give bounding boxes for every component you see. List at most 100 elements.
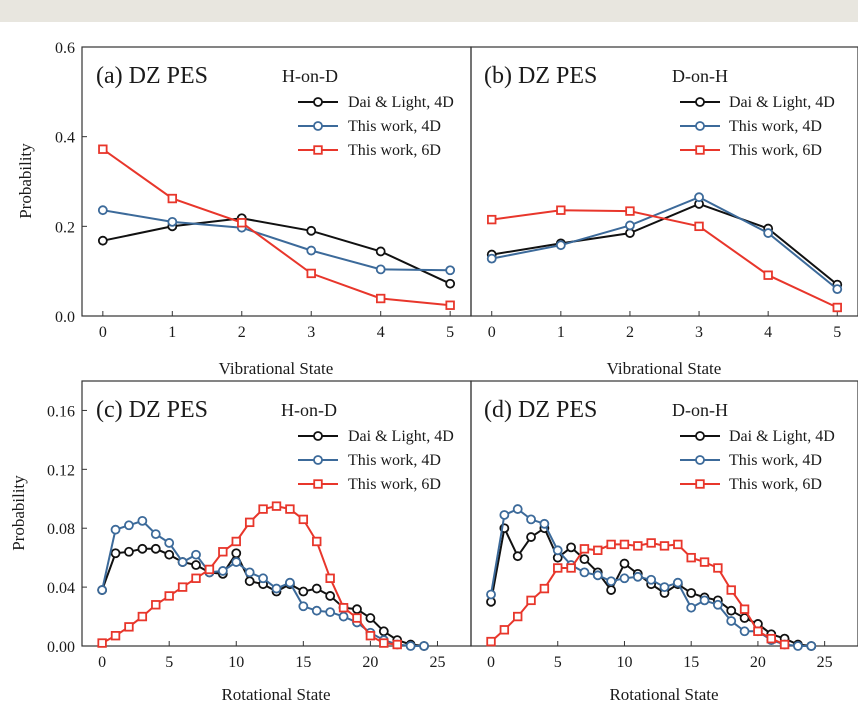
panel-a-series-0-line: [102, 217, 451, 285]
panel-c-series-2-point: [177, 582, 188, 592]
panel-c-series-1-point: [110, 524, 121, 535]
panel-d-legend-marker: [695, 479, 705, 489]
panel-d-series-1-point: [512, 504, 523, 514]
panel-b-legend-marker: [695, 145, 705, 155]
panel-c-series-2-point: [137, 611, 148, 622]
panel-b-series-1-point: [625, 220, 635, 231]
panel-d-series-2-point: [753, 626, 763, 636]
panel-d-xtick-label: 5: [554, 654, 562, 671]
panel-c-series-2-point: [191, 573, 201, 583]
panel-b-legend-label: This work, 6D: [729, 142, 822, 159]
panel-d-series-1-point: [672, 577, 683, 588]
panel-c-legend-label: This work, 4D: [348, 452, 441, 469]
panel-c-label: (c) DZ PES: [96, 397, 208, 423]
panel-b-series-1-point: [486, 253, 497, 264]
panel-c-case: H-on-D: [281, 400, 337, 420]
panel-c-series-0-point: [365, 613, 376, 623]
panel-c-legend-marker: [313, 455, 323, 465]
panel-a-legend-marker: [313, 121, 323, 131]
panel-b-series-2-point: [763, 270, 773, 280]
panel-b-series-2-line: [491, 209, 838, 309]
panel-c-xtick-label: 10: [228, 654, 244, 671]
panel-a-legend-marker: [313, 145, 323, 155]
panel-d-series-1-point: [659, 582, 670, 593]
panel-c-series-1-point: [177, 557, 188, 567]
panel-a-case: H-on-D: [282, 66, 338, 86]
panel-d-series-0-point: [606, 585, 617, 595]
panel-c-series-2-point: [312, 536, 322, 547]
panel-d-series-1-point: [632, 571, 643, 582]
panel-c-series-2-point: [379, 638, 389, 648]
panel-a-legend-label: This work, 4D: [348, 118, 441, 135]
panel-c-series-1-point: [325, 607, 336, 618]
panel-d-series-2-point: [486, 636, 496, 647]
panel-b-series-2-point: [556, 205, 566, 215]
panel-a-series-1-point: [97, 205, 108, 216]
panel-d-series-0-point: [512, 551, 523, 562]
panel-c-series-0-point: [325, 591, 336, 601]
panel-c-series-1-point: [338, 611, 349, 622]
panel-d-series-2-point: [499, 625, 510, 635]
panel-c-series-0-point: [378, 626, 389, 637]
panel-a-label: (a) DZ PES: [96, 63, 208, 89]
panel-d-series-0-point: [526, 532, 536, 542]
panel-d-series-2-point: [673, 539, 683, 550]
panel-a-series-2-point: [237, 218, 247, 228]
panel-a-xlabel: Vibrational State: [219, 359, 334, 378]
panel-b-legend-marker: [695, 121, 705, 131]
panel-d-series-2-point: [766, 633, 776, 644]
panel-b: (b) DZ PES D-on-H Vibrational State Dai …: [470, 46, 858, 378]
panel-c-series-1-point: [97, 585, 108, 595]
panel-d-series-1-point: [606, 576, 617, 587]
panel-a-series-0-point: [375, 246, 386, 257]
panel-d-series-1-point: [686, 602, 697, 613]
panel-b-series-2-point: [832, 302, 842, 313]
panel-c-series-0-point: [137, 543, 148, 554]
panel-d-series-0-point: [739, 613, 750, 623]
panel-c-series-0-point: [311, 583, 322, 594]
panel-c-ytick-label: 0.12: [47, 462, 75, 479]
panel-d-series-1-point: [712, 599, 723, 610]
panel-d-series-2-point: [606, 539, 616, 550]
panel-d-legend-marker: [695, 431, 705, 441]
panel-b-xtick-label: 0: [488, 324, 496, 341]
panel-d-series-2-point: [513, 611, 523, 622]
panel-d-series-1-point: [552, 545, 563, 556]
panel-d-xtick-label: 0: [487, 654, 495, 671]
panel-a-xtick-label: 1: [168, 324, 176, 341]
panel-b-xlabel: Vibrational State: [607, 359, 722, 378]
panel-c-legend-marker: [313, 479, 323, 489]
panel-c-series-1-point: [258, 573, 268, 584]
panel-a-series-0-point: [306, 225, 317, 236]
panel-d-xlabel: Rotational State: [609, 685, 718, 704]
panel-a-series-2-point: [98, 144, 108, 154]
panel-c-series-0-point: [352, 604, 362, 615]
panel-a-legend: Dai & Light, 4D This work, 4D This work,…: [348, 94, 454, 159]
panel-d-series-1-point: [592, 570, 603, 581]
panel-d-xtick-label: 25: [817, 654, 833, 671]
panel-d-series-2-point: [726, 585, 736, 595]
panel-b-series-1-point: [555, 240, 566, 251]
panel-c-series-0-point: [164, 549, 175, 560]
panel-c-series-0-point: [244, 576, 255, 587]
panel-b-legend-marker: [695, 97, 705, 107]
panel-c-series-0-point: [191, 560, 201, 570]
panel-d-series-1-point: [486, 589, 496, 600]
panel-d-series-1-point: [793, 641, 803, 651]
panel-d-case: D-on-H: [672, 400, 728, 420]
panel-d-series-1-point: [739, 626, 750, 637]
panel-b-legend-label: Dai & Light, 4D: [729, 94, 835, 111]
panel-b-series-1-point: [832, 284, 843, 295]
panel-c-series-2-point: [338, 603, 349, 613]
panel-b-legend-label: This work, 4D: [729, 118, 822, 135]
panel-c-series-2-point: [352, 613, 362, 623]
panel-a-ytick-label: 0.0: [55, 309, 75, 326]
panel-c-series-2-point: [218, 547, 228, 557]
panel-d-legend-label: This work, 4D: [729, 452, 822, 469]
panel-d-series-1-point: [499, 510, 510, 520]
panel-c-xtick-label: 15: [295, 654, 311, 671]
panel-b-series-1-point: [694, 192, 704, 203]
panel-a-legend-label: This work, 6D: [348, 142, 441, 159]
panel-d-label: (d) DZ PES: [484, 397, 597, 423]
panel-c-ytick-label: 0.00: [47, 639, 75, 656]
